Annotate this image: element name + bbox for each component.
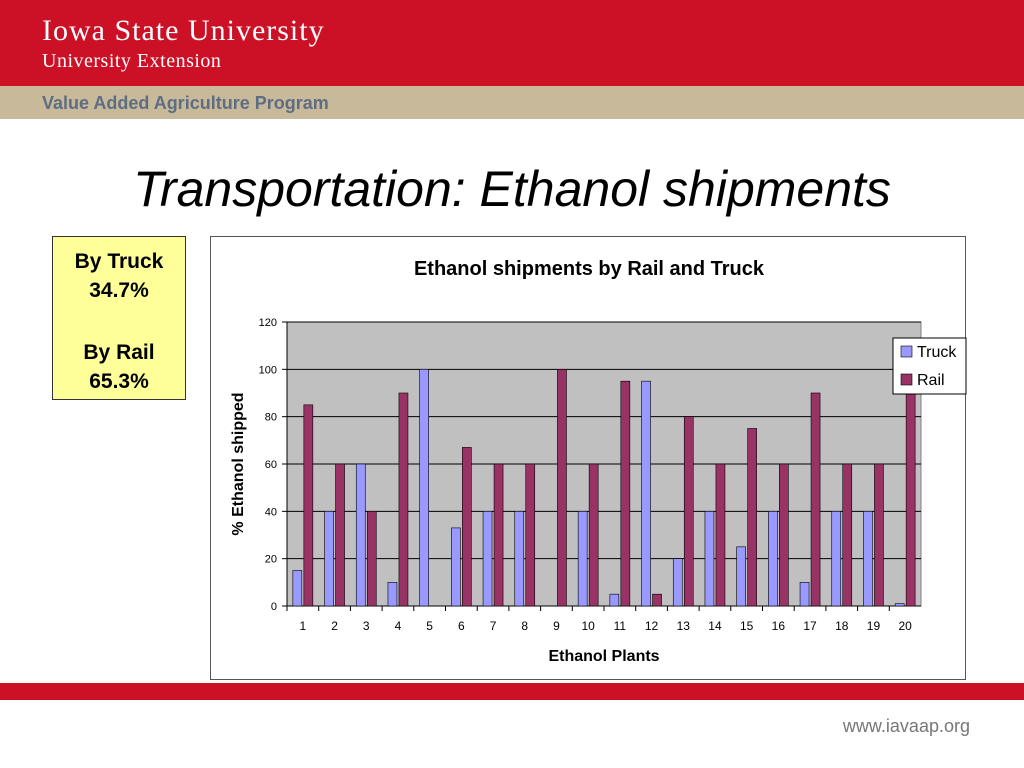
x-tick-label: 11 <box>614 619 627 633</box>
bar-rail <box>874 463 884 607</box>
footer-bar <box>0 683 1024 700</box>
bar-rail <box>747 428 757 607</box>
bar-rail <box>462 447 472 607</box>
bar-truck <box>641 380 651 607</box>
truck-label: By Truck <box>74 250 164 273</box>
bar-truck <box>577 511 588 607</box>
bar-truck <box>863 511 873 607</box>
x-tick-label: 10 <box>581 619 595 633</box>
university-logo-text: Iowa State University <box>42 14 325 47</box>
x-axis-label: Ethanol Plants <box>548 648 659 665</box>
x-tick-label: 1 <box>300 619 307 633</box>
bar-truck <box>672 558 683 607</box>
x-tick-label: 14 <box>708 619 722 633</box>
site-url[interactable]: www.iavaap.org <box>842 716 970 736</box>
legend-label-truck: Truck <box>917 344 957 361</box>
rail-label: By Rail <box>83 341 155 364</box>
y-tick-label: 20 <box>265 554 277 566</box>
bar-rail <box>683 416 694 607</box>
x-tick-label: 3 <box>363 619 370 633</box>
bar-truck <box>894 603 905 607</box>
bar-rail <box>652 593 662 607</box>
x-tick-label: 18 <box>835 619 849 633</box>
header-bar <box>0 0 1024 86</box>
y-tick-label: 60 <box>265 459 277 471</box>
x-tick-label: 6 <box>458 619 465 633</box>
bar-truck <box>292 570 303 607</box>
legend-swatch-truck <box>900 345 913 358</box>
x-tick-label: 9 <box>553 619 560 633</box>
bar-truck <box>451 527 461 607</box>
bar-truck <box>736 546 746 607</box>
rail-value: 65.3% <box>89 370 149 393</box>
bar-truck <box>387 582 398 607</box>
extension-label: University Extension <box>42 50 222 72</box>
x-tick-label: 19 <box>867 619 881 633</box>
y-axis-label: % Ethanol shipped <box>230 392 247 535</box>
bar-rail <box>398 392 409 607</box>
bar-rail <box>335 463 345 607</box>
bar-rail <box>620 380 631 607</box>
bar-rail <box>557 369 567 607</box>
bar-rail <box>779 463 789 607</box>
y-tick-label: 80 <box>265 412 277 424</box>
chart-title: Ethanol shipments by Rail and Truck <box>414 258 765 280</box>
bar-rail <box>588 463 599 607</box>
bar-rail <box>493 463 504 607</box>
x-tick-label: 7 <box>490 619 497 633</box>
x-tick-label: 4 <box>395 619 402 633</box>
bar-rail <box>303 404 314 607</box>
bar-rail <box>842 463 853 607</box>
bar-truck <box>482 511 493 607</box>
bar-rail <box>525 463 536 607</box>
bar-truck <box>831 511 842 607</box>
x-tick-label: 8 <box>521 619 528 633</box>
chart-frame: Ethanol shipments by Rail and Truck 0 20 40… <box>210 236 967 680</box>
bar-rail <box>715 463 726 607</box>
bar-truck <box>704 511 715 607</box>
y-tick-label: 120 <box>259 317 277 329</box>
truck-value: 34.7% <box>89 279 149 302</box>
bar-truck <box>324 511 334 607</box>
x-tick-label: 5 <box>426 619 433 633</box>
legend-swatch-rail <box>900 373 913 386</box>
bar-truck <box>799 582 810 607</box>
program-bar <box>0 86 1024 119</box>
bar-rail <box>905 371 916 607</box>
x-tick-label: 2 <box>331 619 338 633</box>
summary-callout: By Truck 34.7% By Rail 65.3% <box>52 236 186 400</box>
bar-truck <box>768 511 778 607</box>
y-tick-label: 100 <box>259 364 277 376</box>
bar-rail <box>810 392 821 607</box>
bar-truck <box>419 369 429 607</box>
x-tick-label: 17 <box>803 619 817 633</box>
bar-truck <box>514 511 525 607</box>
y-tick-label: 40 <box>265 506 277 518</box>
x-tick-label: 20 <box>898 619 912 633</box>
x-tick-label: 16 <box>772 619 786 633</box>
bar-truck <box>609 593 620 607</box>
bar-truck <box>355 463 366 607</box>
x-tick-label: 12 <box>645 619 659 633</box>
x-tick-label: 15 <box>740 619 754 633</box>
program-label: Value Added Agriculture Program <box>42 93 329 113</box>
y-tick-label: 0 <box>271 601 277 613</box>
bar-chart: Ethanol shipments by Rail and Truck 0 20 40… <box>230 258 967 665</box>
slide-title: Transportation: Ethanol shipments <box>133 161 891 217</box>
bar-rail <box>366 511 377 607</box>
legend-label-rail: Rail <box>917 372 945 389</box>
x-tick-label: 13 <box>677 619 691 633</box>
